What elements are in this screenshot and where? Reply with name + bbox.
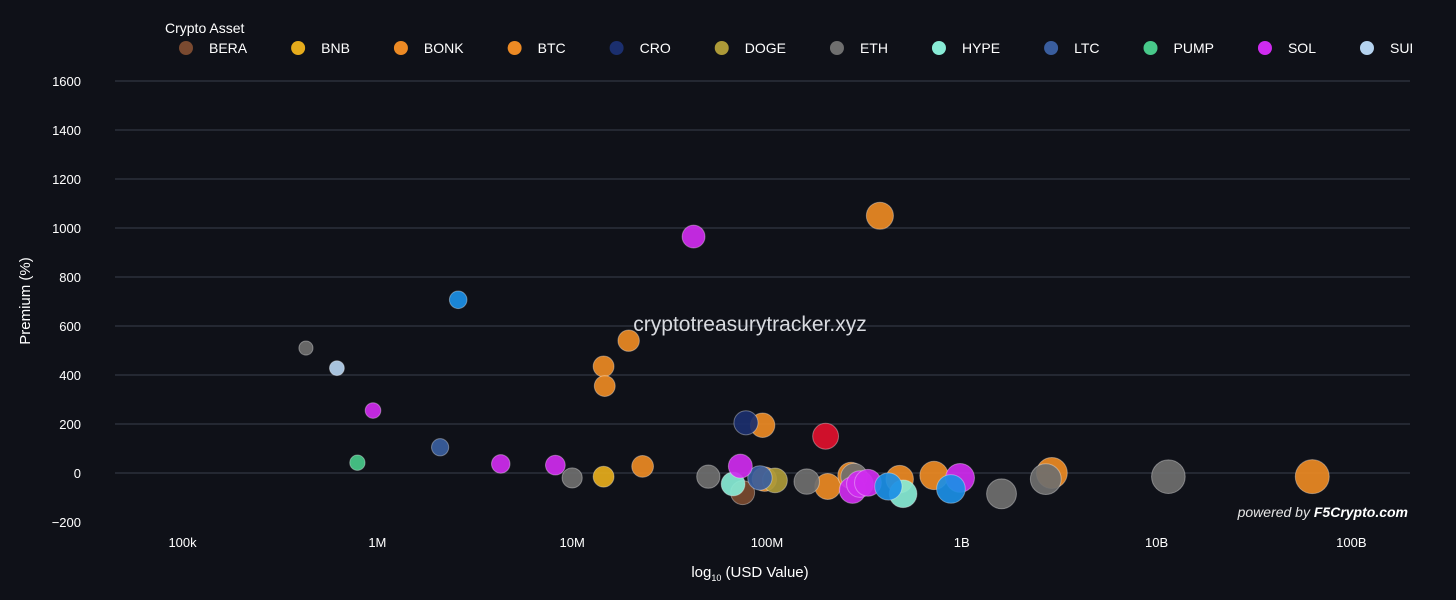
data-point-eth[interactable] <box>986 478 1017 510</box>
data-point-bnb[interactable] <box>592 465 615 488</box>
legend-item[interactable]: DOGE <box>714 40 786 56</box>
legend-item[interactable]: BNB <box>291 40 350 56</box>
legend-label: BNB <box>321 40 350 56</box>
y-tick-label: 400 <box>59 368 81 383</box>
legend-label: BERA <box>209 40 248 56</box>
y-tick-label: 800 <box>59 270 81 285</box>
x-tick-label: 10B <box>1145 535 1168 550</box>
powered-by-brand: F5Crypto.com <box>1314 504 1408 520</box>
x-tick-label: 100B <box>1336 535 1366 550</box>
data-point-sol[interactable] <box>490 454 511 474</box>
data-point-btc[interactable] <box>593 375 616 397</box>
y-tick-label: −200 <box>52 515 81 530</box>
legend-label: BONK <box>424 40 464 56</box>
legend-item[interactable]: PUMP <box>1143 40 1214 56</box>
y-tick-label: 1600 <box>52 74 81 89</box>
data-point-ton[interactable] <box>936 474 966 504</box>
legend-item[interactable]: ETH <box>829 40 888 56</box>
data-point-btc[interactable] <box>1294 459 1330 495</box>
legend-swatch <box>507 41 522 55</box>
legend-swatch <box>829 41 844 55</box>
data-point-ltc[interactable] <box>747 465 773 491</box>
legend-swatch <box>1359 41 1374 55</box>
legend-label: HYPE <box>962 40 1000 56</box>
data-point-sol[interactable] <box>681 224 706 249</box>
legend-item[interactable]: SUI <box>1359 40 1413 56</box>
legend-item[interactable]: SOL <box>1257 40 1316 56</box>
y-tick-label: 200 <box>59 417 81 432</box>
data-point-btc[interactable] <box>865 201 894 230</box>
y-tick-label: 600 <box>59 319 81 334</box>
data-point-btc[interactable] <box>631 455 654 478</box>
data-point-ton[interactable] <box>448 290 468 310</box>
data-point-sui[interactable] <box>328 360 345 377</box>
legend-swatch <box>931 41 946 55</box>
data-point-cro[interactable] <box>733 410 759 436</box>
legend-label: SUI <box>1390 40 1413 56</box>
watermark: cryptotreasurytracker.xyz <box>633 313 866 336</box>
legend-swatch <box>1044 41 1059 55</box>
powered-by-credit: powered by F5Crypto.com <box>1237 504 1408 520</box>
x-tick-label: 1M <box>368 535 386 550</box>
data-point-btc[interactable] <box>617 329 640 352</box>
data-point-sol[interactable] <box>544 454 566 476</box>
legend-item[interactable]: CRO <box>609 40 671 56</box>
legend-item[interactable]: BONK <box>393 40 464 56</box>
y-tick-label: 0 <box>74 466 81 481</box>
legend-swatch <box>393 41 408 55</box>
data-point-eth[interactable] <box>793 468 820 495</box>
legend-item[interactable]: BERA <box>179 40 248 56</box>
legend-swatch <box>1257 41 1272 55</box>
legend-label: DOGE <box>745 40 786 56</box>
legend-swatch <box>609 41 624 55</box>
y-tick-label: 1200 <box>52 172 81 187</box>
legend-label: SOL <box>1288 40 1316 56</box>
legend-swatch <box>179 41 193 55</box>
x-tick-labels: 100k 1M 10M 100M 1B 10B 100B <box>168 535 1366 550</box>
data-point-eth[interactable] <box>298 340 314 356</box>
legend-swatch <box>291 41 306 55</box>
legend-item[interactable]: HYPE <box>931 40 1000 56</box>
data-point-eth[interactable] <box>696 464 721 489</box>
data-point-eth[interactable] <box>1029 463 1062 496</box>
legend-swatch <box>714 41 729 55</box>
y-axis-title: Premium (%) <box>17 257 34 345</box>
data-points <box>298 201 1330 510</box>
x-axis-title-subscript: 10 <box>711 573 721 583</box>
y-tick-label: 1000 <box>52 221 81 236</box>
data-point-eth[interactable] <box>561 467 583 489</box>
y-tick-labels: 1600 1400 1200 1000 800 600 400 200 0 −200 <box>52 74 81 530</box>
powered-by-prefix: powered by <box>1237 504 1314 520</box>
x-tick-label: 1B <box>954 535 970 550</box>
x-tick-label: 100k <box>168 535 197 550</box>
data-point-ltc[interactable] <box>431 438 450 457</box>
legend-item[interactable]: LTC <box>1044 40 1100 56</box>
legend-title: Crypto Asset <box>165 20 244 36</box>
legend-label: ETH <box>860 40 888 56</box>
data-point-sol[interactable] <box>364 402 382 419</box>
legend-label: CRO <box>640 40 671 56</box>
legend: Crypto Asset BERA BNB BONK BTC CRO DOGE ETH HYP… <box>165 20 1413 56</box>
data-point-ton[interactable] <box>874 472 903 501</box>
legend-swatch <box>1143 41 1158 55</box>
data-point-sol[interactable] <box>727 453 753 479</box>
legend-item[interactable]: BTC <box>507 40 566 56</box>
data-point-trx[interactable] <box>812 422 840 450</box>
legend-label: PUMP <box>1174 40 1214 56</box>
x-axis-title-log: log <box>691 564 711 581</box>
legend-label: LTC <box>1074 40 1099 56</box>
x-axis-title: log10 (USD Value) <box>691 564 808 583</box>
x-tick-label: 100M <box>751 535 784 550</box>
legend-label: BTC <box>538 40 566 56</box>
x-tick-label: 10M <box>560 535 585 550</box>
data-point-pump[interactable] <box>349 454 366 471</box>
y-tick-label: 1400 <box>52 123 81 138</box>
x-axis-title-rest: (USD Value) <box>721 564 808 581</box>
data-point-btc[interactable] <box>592 355 615 378</box>
data-point-eth[interactable] <box>1151 459 1186 494</box>
